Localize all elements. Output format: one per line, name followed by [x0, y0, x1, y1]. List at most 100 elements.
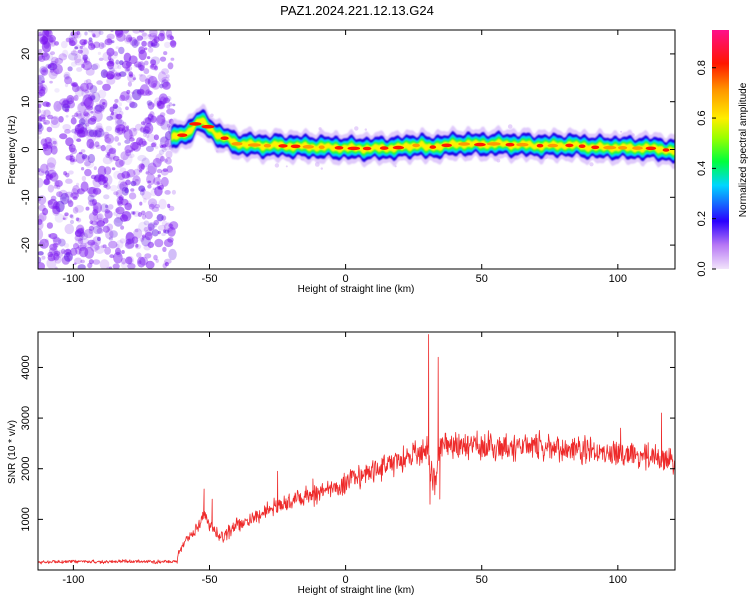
- noise-dot: [147, 90, 153, 96]
- noise-dot: [88, 109, 94, 117]
- noise-dot: [163, 158, 168, 163]
- noise-dot: [114, 98, 119, 103]
- noise-dot: [156, 213, 164, 222]
- noise-dot: [92, 34, 97, 38]
- faint-dot: [285, 165, 288, 168]
- noise-dot: [167, 203, 171, 208]
- ridge-core: [220, 136, 229, 140]
- noise-dot: [123, 52, 132, 63]
- noise-dot: [115, 46, 120, 49]
- noise-dot: [162, 246, 167, 252]
- noise-dot: [100, 144, 106, 152]
- noise-dot: [125, 256, 133, 265]
- noise-dot: [42, 143, 49, 150]
- noise-dot: [105, 153, 111, 158]
- noise-dot: [65, 248, 71, 254]
- noise-dot: [147, 198, 158, 208]
- noise-dot: [146, 56, 151, 60]
- noise-dot: [169, 221, 179, 230]
- noise-dot: [133, 168, 141, 176]
- snr-x-axis-label: Height of straight line (km): [298, 585, 415, 596]
- noise-dot: [65, 178, 73, 184]
- noise-dot: [138, 64, 143, 71]
- noise-dot: [127, 255, 134, 265]
- noise-dot: [166, 123, 171, 128]
- noise-dot: [79, 232, 88, 241]
- noise-dot: [40, 67, 49, 76]
- noise-dot: [65, 37, 71, 43]
- noise-dot: [128, 192, 137, 200]
- noise-dot: [70, 158, 75, 162]
- noise-dot: [113, 251, 123, 264]
- noise-dot: [87, 239, 96, 246]
- noise-dot: [112, 103, 118, 109]
- noise-dot: [78, 246, 89, 258]
- noise-dot: [164, 229, 170, 234]
- noise-dot: [140, 125, 146, 133]
- noise-dot: [112, 104, 119, 109]
- noise-dot: [112, 263, 120, 269]
- noise-dot: [84, 247, 95, 259]
- noise-dot: [73, 243, 79, 250]
- noise-dot: [144, 60, 149, 66]
- spectrogram-y-tick-label: -10: [20, 189, 32, 205]
- noise-dot: [111, 111, 114, 116]
- noise-dot: [80, 117, 89, 125]
- noise-dot: [94, 125, 104, 133]
- noise-dot: [116, 32, 126, 42]
- noise-dot: [92, 209, 99, 216]
- noise-dot: [137, 212, 142, 217]
- noise-dot: [76, 188, 83, 194]
- noise-dot: [104, 38, 113, 46]
- noise-dot: [56, 184, 61, 190]
- noise-dot: [54, 213, 64, 223]
- noise-dot: [125, 179, 131, 186]
- noise-dot: [73, 94, 79, 101]
- noise-dot: [92, 225, 103, 235]
- noise-dot: [100, 203, 109, 213]
- noise-dot: [150, 142, 157, 148]
- noise-dot: [80, 149, 86, 153]
- noise-dot: [135, 243, 139, 248]
- noise-dot: [107, 38, 112, 44]
- ridge-core: [278, 144, 288, 148]
- noise-dot: [94, 104, 105, 112]
- noise-dot: [38, 31, 43, 37]
- noise-dot: [141, 157, 150, 168]
- colorbar-tick-label: 0.8: [696, 60, 708, 75]
- noise-dot: [100, 69, 108, 78]
- snr-x-ticks: -100 -50 0 50 100: [62, 332, 627, 586]
- colorbar: 0.0 0.2 0.4 0.6 0.8 Normalized spectral ampl…: [696, 30, 749, 277]
- noise-dot: [81, 175, 87, 182]
- noise-dot: [146, 133, 156, 143]
- noise-dot: [147, 222, 156, 231]
- noise-dot: [76, 217, 82, 223]
- noise-dot: [118, 102, 122, 107]
- noise-dot: [142, 132, 147, 138]
- noise-dot: [159, 137, 168, 143]
- noise-dot: [49, 172, 59, 182]
- noise-dot: [162, 168, 168, 173]
- noise-dot: [74, 205, 85, 213]
- noise-dot: [101, 176, 109, 184]
- noise-dot: [65, 137, 74, 147]
- noise-dot: [50, 145, 58, 155]
- noise-dot: [59, 98, 69, 106]
- noise-dot: [163, 222, 174, 232]
- noise-dot: [165, 30, 173, 38]
- noise-dot: [171, 189, 176, 195]
- noise-dot: [40, 163, 49, 174]
- noise-dot: [83, 108, 90, 117]
- noise-dot: [56, 249, 64, 258]
- noise-dot: [151, 141, 157, 148]
- noise-dot: [72, 196, 78, 201]
- noise-dot: [58, 238, 66, 247]
- noise-dot: [138, 221, 148, 232]
- noise-dot: [38, 136, 41, 139]
- noise-dot: [124, 139, 131, 144]
- noise-dot: [43, 144, 53, 156]
- noise-dot: [78, 118, 86, 126]
- noise-dot: [128, 127, 138, 137]
- noise-dot: [50, 63, 55, 69]
- noise-dot: [138, 260, 142, 265]
